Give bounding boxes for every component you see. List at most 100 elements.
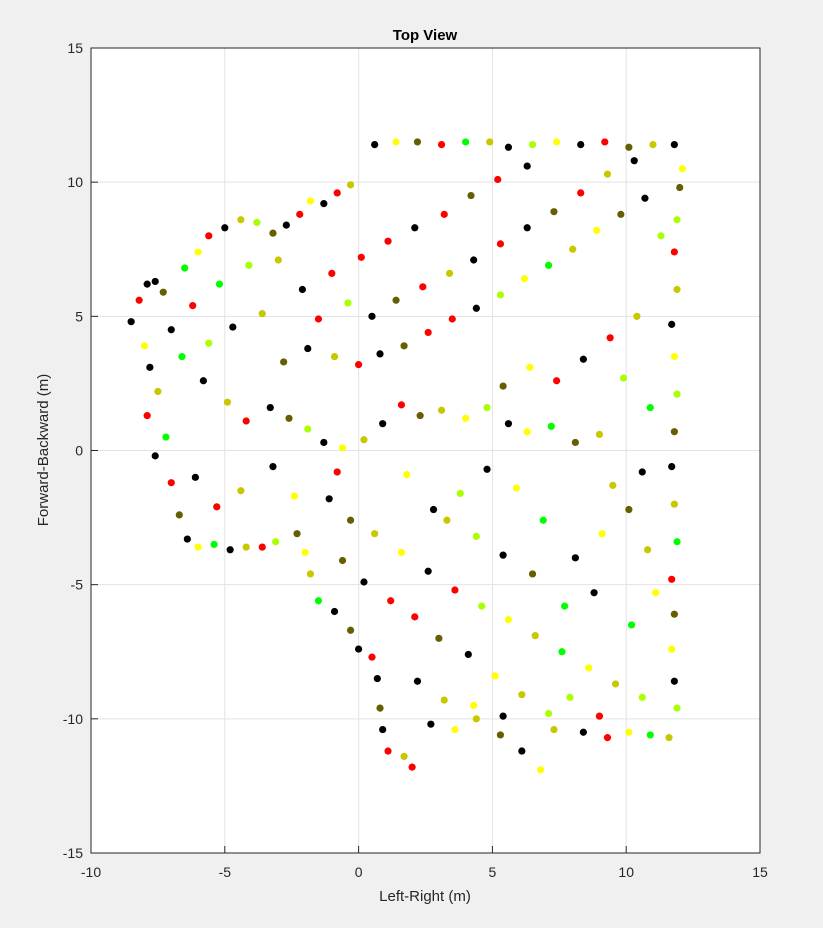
scatter-point [384, 747, 392, 755]
scatter-point [210, 540, 218, 549]
x-tick-label: -5 [219, 864, 232, 880]
scatter-point [411, 224, 419, 232]
scatter-point [472, 715, 480, 723]
scatter-point [550, 725, 558, 734]
scatter-point [670, 610, 678, 618]
scatter-point [472, 532, 480, 540]
y-axis-label: Forward-Backward (m) [35, 374, 52, 527]
scatter-point [606, 334, 614, 342]
scatter-point [154, 387, 162, 396]
scatter-point [194, 543, 202, 551]
y-tick-label: -5 [71, 577, 84, 593]
scatter-point [603, 734, 612, 742]
scatter-point [151, 277, 159, 286]
scatter-point [561, 602, 569, 610]
scatter-point [304, 344, 312, 353]
scatter-point [499, 712, 507, 720]
scatter-point [280, 358, 288, 366]
scatter-point [601, 138, 609, 146]
scatter-point [408, 763, 416, 771]
scatter-point [518, 691, 526, 699]
scatter-point [571, 554, 579, 562]
scatter-point [539, 516, 547, 524]
y-tick-label: 15 [67, 40, 83, 56]
scatter-point [579, 728, 587, 736]
scatter-point [467, 191, 475, 200]
scatter-point [451, 725, 459, 734]
scatter-point [483, 403, 491, 412]
scatter-point [483, 465, 491, 473]
scatter-point [226, 546, 234, 554]
scatter-point [528, 141, 537, 149]
scatter-point [140, 342, 149, 350]
scatter-point [346, 181, 355, 189]
scatter-point [304, 425, 312, 433]
scatter-point [571, 438, 579, 447]
scatter-point [547, 422, 555, 430]
scatter-point [320, 438, 328, 447]
scatter-point [619, 374, 628, 382]
scatter-point [285, 414, 293, 422]
scatter-point [625, 143, 633, 151]
x-tick-label: 5 [489, 864, 497, 880]
scatter-point [424, 567, 432, 575]
scatter-point [673, 390, 681, 398]
scatter-point [470, 701, 478, 710]
scatter-point [355, 361, 363, 369]
scatter-point [566, 693, 574, 701]
scatter-point [550, 208, 558, 216]
scatter-point [346, 626, 355, 634]
y-tick-label: 10 [67, 174, 83, 190]
scatter-point [638, 468, 646, 476]
scatter-point [440, 696, 448, 704]
scatter-point [644, 546, 652, 554]
scatter-point [553, 138, 561, 146]
scatter-point [670, 677, 678, 685]
scatter-point [627, 621, 636, 629]
scatter-point [191, 473, 199, 481]
scatter-point [135, 296, 143, 304]
scatter-point [523, 162, 531, 170]
scatter-point [531, 632, 539, 640]
scatter-point [657, 232, 665, 240]
scatter-point [368, 312, 376, 320]
scatter-point [464, 650, 472, 659]
scatter-point [598, 530, 606, 538]
scatter-point [392, 296, 400, 304]
scatter-point [325, 495, 333, 503]
scatter-point [670, 248, 678, 256]
scatter-point [456, 489, 464, 498]
scatter-point [258, 310, 266, 318]
scatter-point [416, 412, 424, 420]
scatter-point [269, 229, 277, 237]
axis-ticks: -10 -5 0 5 10 15 -15 -10 -5 0 5 10 15 [63, 40, 768, 880]
scatter-point [569, 245, 577, 253]
scatter-point [373, 674, 381, 683]
scatter-point [491, 672, 499, 680]
scatter-point [314, 315, 323, 323]
scatter-point [328, 269, 336, 277]
scatter-point [611, 680, 620, 688]
scatter-point [205, 232, 213, 240]
scatter-point [368, 653, 376, 661]
scatter-point [245, 261, 253, 269]
scatter-point [272, 538, 280, 546]
scatter-point [344, 299, 352, 307]
scatter-point [215, 280, 224, 288]
scatter-point [678, 165, 686, 173]
scatter-point [181, 264, 189, 272]
scatter-point [451, 586, 459, 594]
scatter-point [603, 170, 612, 178]
scatter-point [472, 304, 480, 312]
scatter-point [411, 613, 419, 621]
scatter-point [221, 224, 229, 232]
scatter-point [670, 141, 678, 149]
scatter-point [306, 197, 315, 205]
x-tick-label: -10 [81, 864, 101, 880]
scatter-point [237, 216, 245, 224]
scatter-point [478, 602, 486, 610]
scatter-point [526, 363, 534, 371]
scatter-point [593, 226, 601, 235]
scatter-point [371, 141, 379, 149]
